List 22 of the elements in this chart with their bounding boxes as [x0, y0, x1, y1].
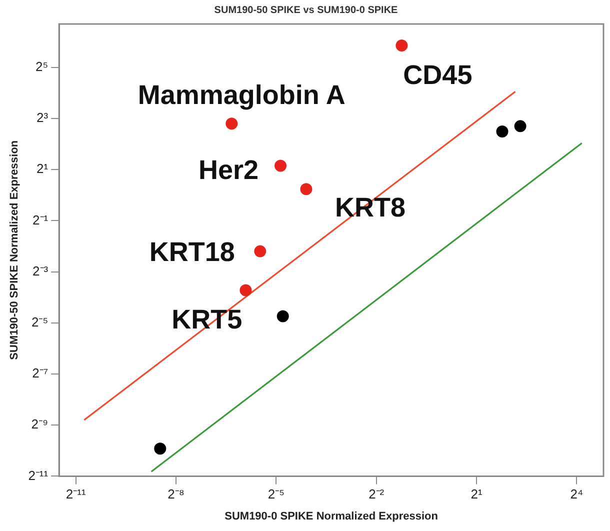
y-tick-label: 2⁻¹: [32, 212, 49, 228]
chart-title: SUM190-50 SPIKE vs SUM190-0 SPIKE: [214, 4, 398, 16]
y-tick-label: 2⁵: [35, 59, 48, 74]
annotation: Her2: [198, 155, 259, 186]
y-tick-label: 2¹: [36, 161, 49, 176]
x-tick-label: 2⁴: [570, 486, 584, 502]
y-tick-label: 2⁻⁷: [32, 366, 48, 381]
annotation: Mammaglobin A: [138, 80, 346, 110]
x-tick-label: 2⁻¹¹: [66, 486, 86, 502]
annotation: KRT18: [149, 236, 235, 267]
x-tick-label: 2⁻²: [368, 486, 385, 502]
annotation: CD45: [403, 60, 472, 90]
y-tick-label: 2³: [36, 110, 49, 126]
x-tick-label: 2⁻⁸: [168, 486, 184, 502]
y-axis-title: SUM190-50 SPIKE Normalized Expression: [8, 140, 21, 360]
x-tick-label: 2⁻⁵: [268, 486, 284, 502]
y-tick-label: 2⁻⁹: [31, 416, 48, 432]
x-tick-label: 2¹: [470, 486, 483, 502]
x-axis-title: SUM190-0 SPIKE Normalized Expression: [224, 510, 438, 522]
y-tick-label: 2⁻³: [32, 263, 49, 278]
y-tick-label: 2⁻¹¹: [28, 468, 49, 483]
y-tick-label: 2⁻⁵: [31, 314, 48, 330]
